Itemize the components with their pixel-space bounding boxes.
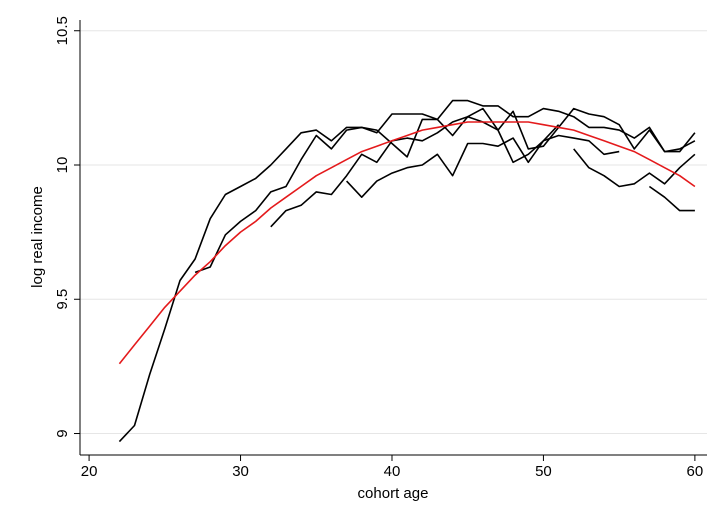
x-tick-label: 30 xyxy=(232,463,249,480)
y-tick-label: 10 xyxy=(54,157,71,174)
y-tick-label: 9.5 xyxy=(54,289,71,310)
series-line xyxy=(573,148,696,188)
x-tick-label: 20 xyxy=(81,463,98,480)
series-line xyxy=(194,107,696,274)
y-tick-label: 10.5 xyxy=(54,16,71,45)
x-tick-label: 40 xyxy=(384,463,401,480)
series-line xyxy=(270,115,620,228)
series-line xyxy=(346,124,560,198)
x-tick-label: 50 xyxy=(535,463,552,480)
series-line xyxy=(648,185,695,212)
y-tick-label: 9 xyxy=(54,429,71,437)
series-line xyxy=(118,99,696,443)
y-axis-label: log real income xyxy=(29,186,46,288)
x-tick-label: 60 xyxy=(687,463,704,480)
series-line xyxy=(118,121,696,365)
x-axis-label: cohort age xyxy=(358,485,429,502)
